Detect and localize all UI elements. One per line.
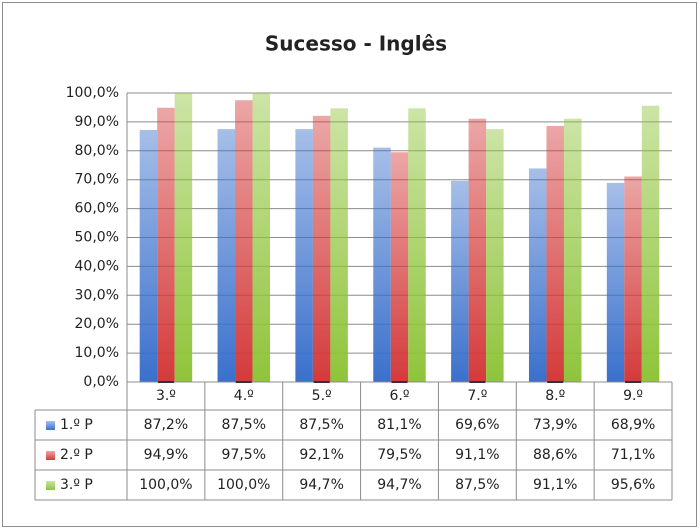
bar	[157, 107, 175, 382]
bar	[546, 125, 564, 383]
table-value: 68,9%	[611, 417, 655, 433]
bar	[451, 180, 469, 382]
y-tick-label: 100,0%	[66, 85, 119, 101]
x-tick-label: 3.º	[156, 388, 176, 404]
y-tick-label: 10,0%	[75, 345, 119, 361]
bar	[373, 147, 391, 382]
x-tick-label: 8.º	[545, 388, 565, 404]
y-tick-label: 40,0%	[75, 258, 119, 274]
bar	[408, 108, 426, 382]
legend-label: 3.º P	[60, 477, 93, 493]
x-tick-label: 4.º	[234, 388, 254, 404]
table-value: 87,2%	[144, 417, 188, 433]
legend-key	[46, 451, 55, 460]
table-value: 81,1%	[377, 417, 421, 433]
table-value: 100,0%	[139, 477, 192, 493]
table-value: 100,0%	[217, 477, 270, 493]
y-tick-label: 50,0%	[75, 230, 119, 246]
bar	[252, 93, 271, 382]
bar	[295, 129, 313, 382]
y-tick-label: 20,0%	[75, 316, 119, 332]
bar	[330, 108, 348, 382]
table-value: 87,5%	[455, 477, 499, 493]
bar	[528, 168, 547, 382]
bar	[641, 105, 660, 382]
bar	[606, 182, 625, 382]
table-value: 92,1%	[299, 447, 343, 463]
bar	[217, 129, 236, 382]
table-value: 87,5%	[222, 417, 266, 433]
legend-label: 2.º P	[60, 447, 93, 463]
x-tick-label: 6.º	[390, 388, 410, 404]
bar	[390, 152, 409, 382]
x-tick-label: 9.º	[623, 388, 643, 404]
table-value: 73,9%	[533, 417, 577, 433]
bar	[563, 118, 582, 382]
table-value: 97,5%	[222, 447, 266, 463]
y-tick-label: 30,0%	[75, 287, 119, 303]
table-value: 88,6%	[533, 447, 577, 463]
legend-label: 1.º P	[60, 417, 93, 433]
x-tick-label: 7.º	[467, 388, 487, 404]
table-value: 79,5%	[377, 447, 421, 463]
table-value: 87,5%	[299, 417, 343, 433]
bar	[624, 176, 642, 382]
table-value: 94,7%	[299, 477, 343, 493]
legend-key	[46, 421, 55, 430]
bar	[312, 115, 331, 383]
legend-key	[46, 481, 55, 490]
table-value: 91,1%	[533, 477, 577, 493]
table-value: 95,6%	[611, 477, 655, 493]
y-tick-label: 60,0%	[75, 201, 119, 217]
y-tick-label: 70,0%	[75, 172, 119, 188]
table-value: 69,6%	[455, 417, 499, 433]
table-value: 91,1%	[455, 447, 499, 463]
y-tick-label: 0,0%	[83, 374, 119, 390]
y-tick-label: 90,0%	[75, 114, 119, 130]
y-tick-label: 80,0%	[75, 143, 119, 159]
bar	[468, 118, 487, 382]
chart-title: Sucesso - Inglês	[265, 32, 447, 56]
bar	[174, 93, 193, 382]
bar	[486, 129, 504, 382]
table-value: 94,7%	[377, 477, 421, 493]
bar	[235, 100, 253, 382]
bar	[139, 129, 158, 382]
table-value: 71,1%	[611, 447, 655, 463]
x-tick-label: 5.º	[312, 388, 332, 404]
table-value: 94,9%	[144, 447, 188, 463]
